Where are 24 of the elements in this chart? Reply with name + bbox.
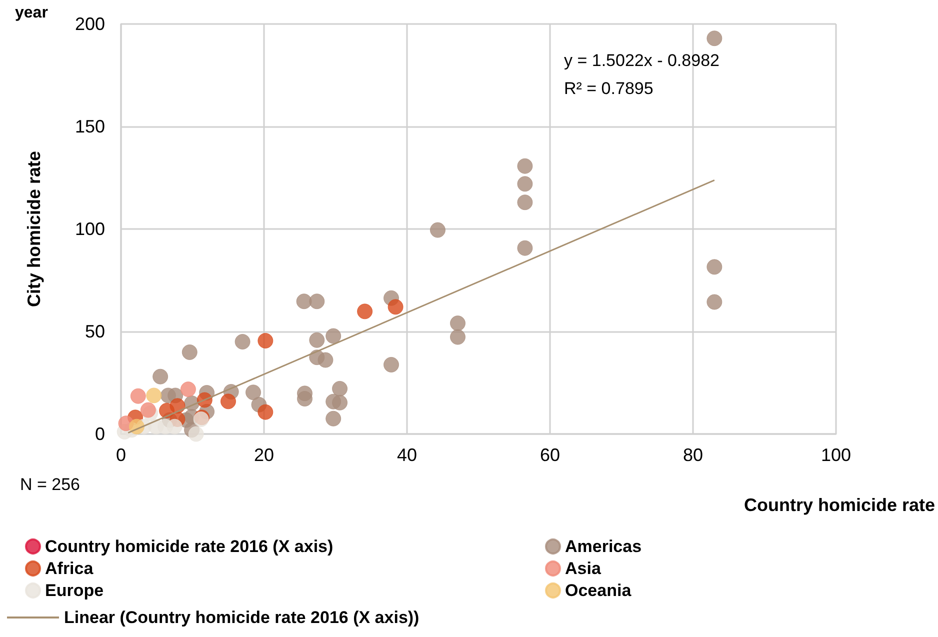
legend-label: Country homicide rate 2016 (X axis) (45, 537, 334, 556)
x-tick-label: 60 (540, 445, 560, 465)
x-tick-label: 40 (396, 445, 418, 465)
legend-label: Oceania (565, 581, 632, 600)
y-tick-label: 50 (84, 322, 105, 342)
legend-label: Europe (45, 581, 104, 600)
annotation: R² = 0.7895 (564, 79, 654, 98)
y-tick-label: 200 (74, 14, 105, 34)
x-tick-label: 20 (254, 445, 274, 465)
chart-title: year (15, 4, 48, 22)
x-tick-label: 100 (820, 445, 851, 465)
annotation: y = 1.5022x - 0.8982 (564, 51, 720, 70)
y-tick-label: 0 (94, 424, 105, 444)
legend-label: Americas (565, 537, 642, 556)
legend-label: Linear (Country homicide rate 2016 (X axis)) (64, 608, 420, 627)
x-axis-title: Country homicide rate (744, 495, 935, 515)
y-axis-title: City homicide rate (24, 150, 44, 308)
legend-label: Asia (565, 559, 602, 578)
text: N = 256 (20, 475, 80, 494)
y-tick-label: 100 (74, 219, 105, 239)
x-tick-label: 80 (682, 445, 703, 465)
x-tick-label: 0 (116, 445, 126, 465)
legend-label: Africa (45, 559, 94, 578)
y-tick-label: 150 (74, 116, 105, 136)
